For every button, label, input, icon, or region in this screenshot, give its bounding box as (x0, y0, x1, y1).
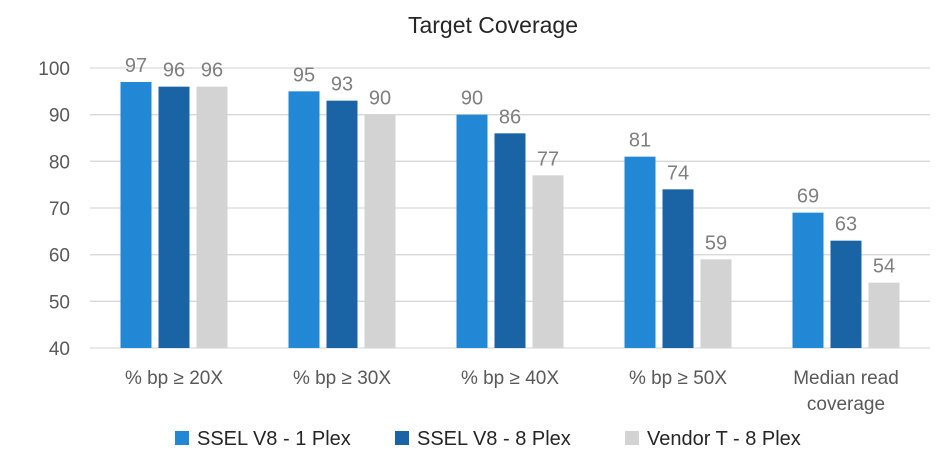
data-labels: 97 96 96 95 93 90 90 86 77 81 74 59 69 63 54 (125, 55, 895, 278)
y-tick-label: 60 (49, 246, 70, 267)
y-tick-label: 80 (49, 152, 70, 173)
bar (326, 100, 358, 349)
data-label: 69 (797, 186, 819, 208)
y-tick-label: 70 (49, 199, 70, 220)
bars (120, 82, 900, 349)
legend-label: Vendor T - 8 Plex (647, 428, 801, 450)
data-label: 90 (369, 88, 391, 110)
y-axis-ticks: 40 50 60 70 80 90 100 (38, 59, 70, 360)
y-tick-label: 50 (49, 292, 70, 313)
legend-item: Vendor T - 8 Plex (625, 428, 801, 450)
data-label: 54 (873, 256, 895, 278)
bar (792, 212, 824, 348)
y-tick-label: 40 (49, 339, 70, 360)
data-label: 96 (163, 60, 185, 82)
legend: SSEL V8 - 1 Plex SSEL V8 - 8 Plex Vendor T… (175, 428, 801, 450)
legend-label: SSEL V8 - 8 Plex (417, 428, 571, 450)
bar (532, 175, 564, 348)
bar (288, 91, 320, 348)
legend-item: SSEL V8 - 1 Plex (175, 428, 351, 450)
data-label: 63 (835, 214, 857, 236)
bar (494, 133, 526, 348)
x-tick-label: % bp ≥ 40X (461, 368, 559, 389)
data-label: 81 (629, 130, 651, 152)
data-label: 77 (537, 148, 559, 170)
bar (364, 114, 396, 349)
data-label: 74 (667, 162, 689, 184)
x-tick-label: % bp ≥ 20X (125, 368, 223, 389)
y-tick-label: 100 (38, 59, 70, 80)
x-axis-ticks: % bp ≥ 20X % bp ≥ 30X % bp ≥ 40X % bp ≥ 50X… (125, 368, 899, 415)
legend-swatch (175, 431, 189, 445)
x-tick-label: % bp ≥ 30X (293, 368, 391, 389)
bar (830, 240, 862, 348)
y-tick-label: 90 (49, 106, 70, 127)
legend-swatch (395, 431, 409, 445)
data-label: 86 (499, 106, 521, 128)
bar (456, 114, 488, 349)
x-tick-label: Median read coverage (793, 368, 899, 415)
data-label: 96 (201, 60, 223, 82)
chart-title: Target Coverage (408, 12, 578, 38)
data-label: 59 (705, 232, 727, 254)
bar (120, 82, 152, 348)
data-label: 93 (331, 74, 353, 96)
bar (624, 156, 656, 348)
bar (662, 189, 694, 348)
bar (158, 86, 190, 349)
legend-label: SSEL V8 - 1 Plex (197, 428, 351, 450)
legend-swatch (625, 431, 639, 445)
x-tick-label: % bp ≥ 50X (629, 368, 727, 389)
data-label: 95 (293, 64, 315, 86)
bar (700, 259, 732, 348)
data-label: 90 (461, 88, 483, 110)
legend-item: SSEL V8 - 8 Plex (395, 428, 571, 450)
bar (868, 282, 900, 348)
data-label: 97 (125, 55, 147, 77)
bar (196, 86, 228, 349)
